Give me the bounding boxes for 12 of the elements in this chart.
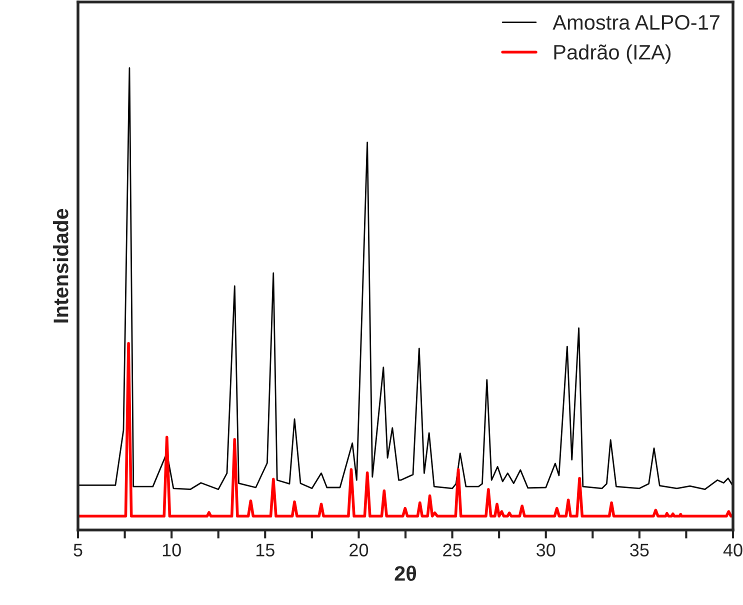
x-tick-label: 40 (723, 544, 742, 556)
x-tick-label: 15 (256, 544, 274, 556)
x-tick-label: 25 (443, 544, 462, 556)
x-tick-label: 20 (350, 544, 368, 556)
legend-label: Padrão (IZA) (554, 44, 671, 64)
x-tick-label: 10 (162, 544, 181, 556)
x-axis-title: 2θ (394, 566, 416, 581)
x-tick-label: 35 (630, 544, 649, 556)
y-axis-title: Intensidade (53, 208, 68, 322)
legend-label: Amostra ALPO-17 (552, 15, 720, 30)
x-tick-label: 5 (74, 544, 82, 556)
x-tick-label: 30 (536, 544, 556, 556)
